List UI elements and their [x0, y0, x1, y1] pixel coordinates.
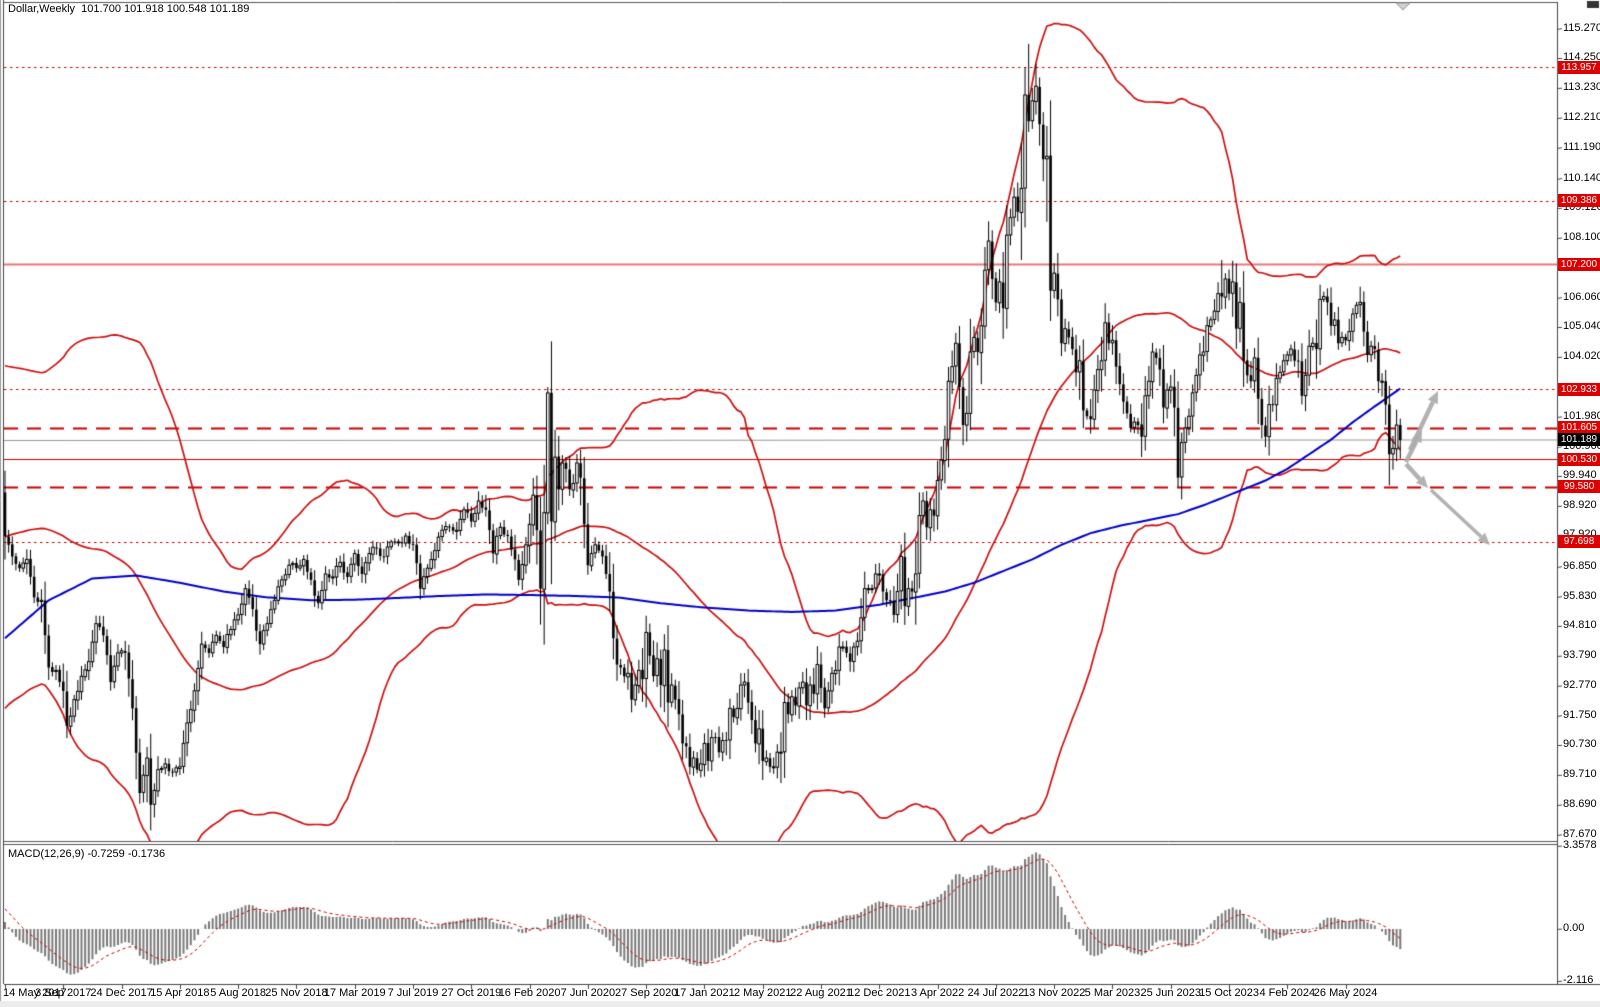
- price-tick-label: 90.730: [1563, 738, 1597, 751]
- current-price-badge: 101.189: [1558, 433, 1600, 446]
- price-tick-label: 88.690: [1563, 798, 1597, 811]
- date-label[interactable]: 22 Aug 2021: [790, 987, 852, 999]
- date-label[interactable]: 17 Mar 2019: [323, 987, 386, 999]
- date-label[interactable]: 4 Feb 2024: [1259, 987, 1316, 999]
- price-tick-label: 99.940: [1563, 469, 1597, 482]
- date-label[interactable]: 27 Sep 2020: [614, 987, 678, 999]
- macd-scale-label: 3.3578: [1563, 839, 1597, 852]
- price-tick-label: 98.920: [1563, 499, 1597, 512]
- price-level-badge: 102.933: [1558, 383, 1600, 396]
- date-label[interactable]: 17 Jan 2021: [674, 987, 735, 999]
- date-label[interactable]: 26 May 2024: [1313, 987, 1378, 999]
- macd-scale-label: 0.00: [1563, 922, 1585, 934]
- price-level-badge: 109.386: [1558, 194, 1600, 207]
- date-label[interactable]: 7 Jun 2020: [560, 987, 616, 999]
- date-label[interactable]: 3 Apr 2022: [910, 987, 965, 999]
- date-label[interactable]: 27 Oct 2019: [441, 987, 502, 999]
- date-label[interactable]: 14 May 2017: [3, 987, 67, 999]
- price-tick-label: 87.670: [1563, 827, 1597, 840]
- price-tick-label: 93.790: [1563, 649, 1597, 662]
- price-tick-label: 111.190: [1563, 140, 1600, 153]
- price-tick-label: 104.020: [1563, 350, 1600, 363]
- date-label[interactable]: 7 Jul 2019: [387, 987, 439, 999]
- price-tick-label: 105.040: [1563, 320, 1600, 333]
- price-level-badge: 99.580: [1558, 480, 1600, 493]
- price-tick-label: 112.210: [1563, 111, 1600, 124]
- price-tick-label: 92.770: [1563, 678, 1597, 691]
- price-tick-label: 113.230: [1563, 81, 1600, 94]
- price-tick-label: 114.250: [1563, 51, 1600, 64]
- macd-scale-label: -2.116: [1563, 974, 1594, 987]
- price-tick-label: 115.270: [1563, 21, 1600, 34]
- ohlc-values-label: 101.700 101.918 100.548 101.189: [81, 3, 250, 15]
- date-label[interactable]: 25 Nov 2018: [265, 987, 328, 999]
- macd-indicator-label: MACD(12,26,9) -0.7259 -0.1736: [8, 848, 166, 860]
- chart-title: Dollar,Weekly 101.700 101.918 100.548 10…: [8, 3, 249, 15]
- price-level-badge: 107.200: [1558, 258, 1600, 271]
- price-level-badge: 101.605: [1558, 421, 1600, 434]
- price-tick-label: 110.140: [1563, 171, 1600, 184]
- price-tick-label: 108.100: [1563, 231, 1600, 244]
- date-label[interactable]: 25 Jun 2023: [1140, 987, 1202, 999]
- date-label[interactable]: 12 Dec 2021: [848, 987, 911, 999]
- date-label[interactable]: 2 May 2021: [733, 987, 792, 999]
- price-tick-label: 106.060: [1563, 290, 1600, 303]
- price-level-badge: 100.530: [1558, 453, 1600, 466]
- price-level-badge: 113.957: [1558, 61, 1600, 74]
- price-tick-label: 95.830: [1563, 589, 1597, 602]
- date-label[interactable]: 5 Mar 2023: [1084, 987, 1141, 999]
- date-label[interactable]: 3 Sep 2017: [35, 987, 92, 999]
- date-label[interactable]: 13 Nov 2022: [1022, 987, 1086, 999]
- date-label[interactable]: 15 Apr 2018: [150, 987, 210, 999]
- price-level-badge: 97.698: [1558, 535, 1600, 548]
- price-tick-label: 96.850: [1563, 559, 1597, 572]
- price-tick-label: 89.710: [1563, 768, 1597, 781]
- price-tick-label: 101.980: [1563, 409, 1600, 422]
- price-tick-label: 91.750: [1563, 708, 1597, 721]
- price-tick-label: 94.810: [1563, 619, 1597, 632]
- date-label[interactable]: 16 Feb 2020: [498, 987, 561, 999]
- date-label[interactable]: 24 Dec 2017: [90, 987, 153, 999]
- symbol-timeframe-label: Dollar,Weekly: [8, 3, 76, 15]
- date-label[interactable]: 5 Aug 2018: [210, 987, 266, 999]
- date-label[interactable]: 24 Jul 2022: [967, 987, 1025, 999]
- date-label[interactable]: 15 Oct 2023: [1199, 987, 1260, 999]
